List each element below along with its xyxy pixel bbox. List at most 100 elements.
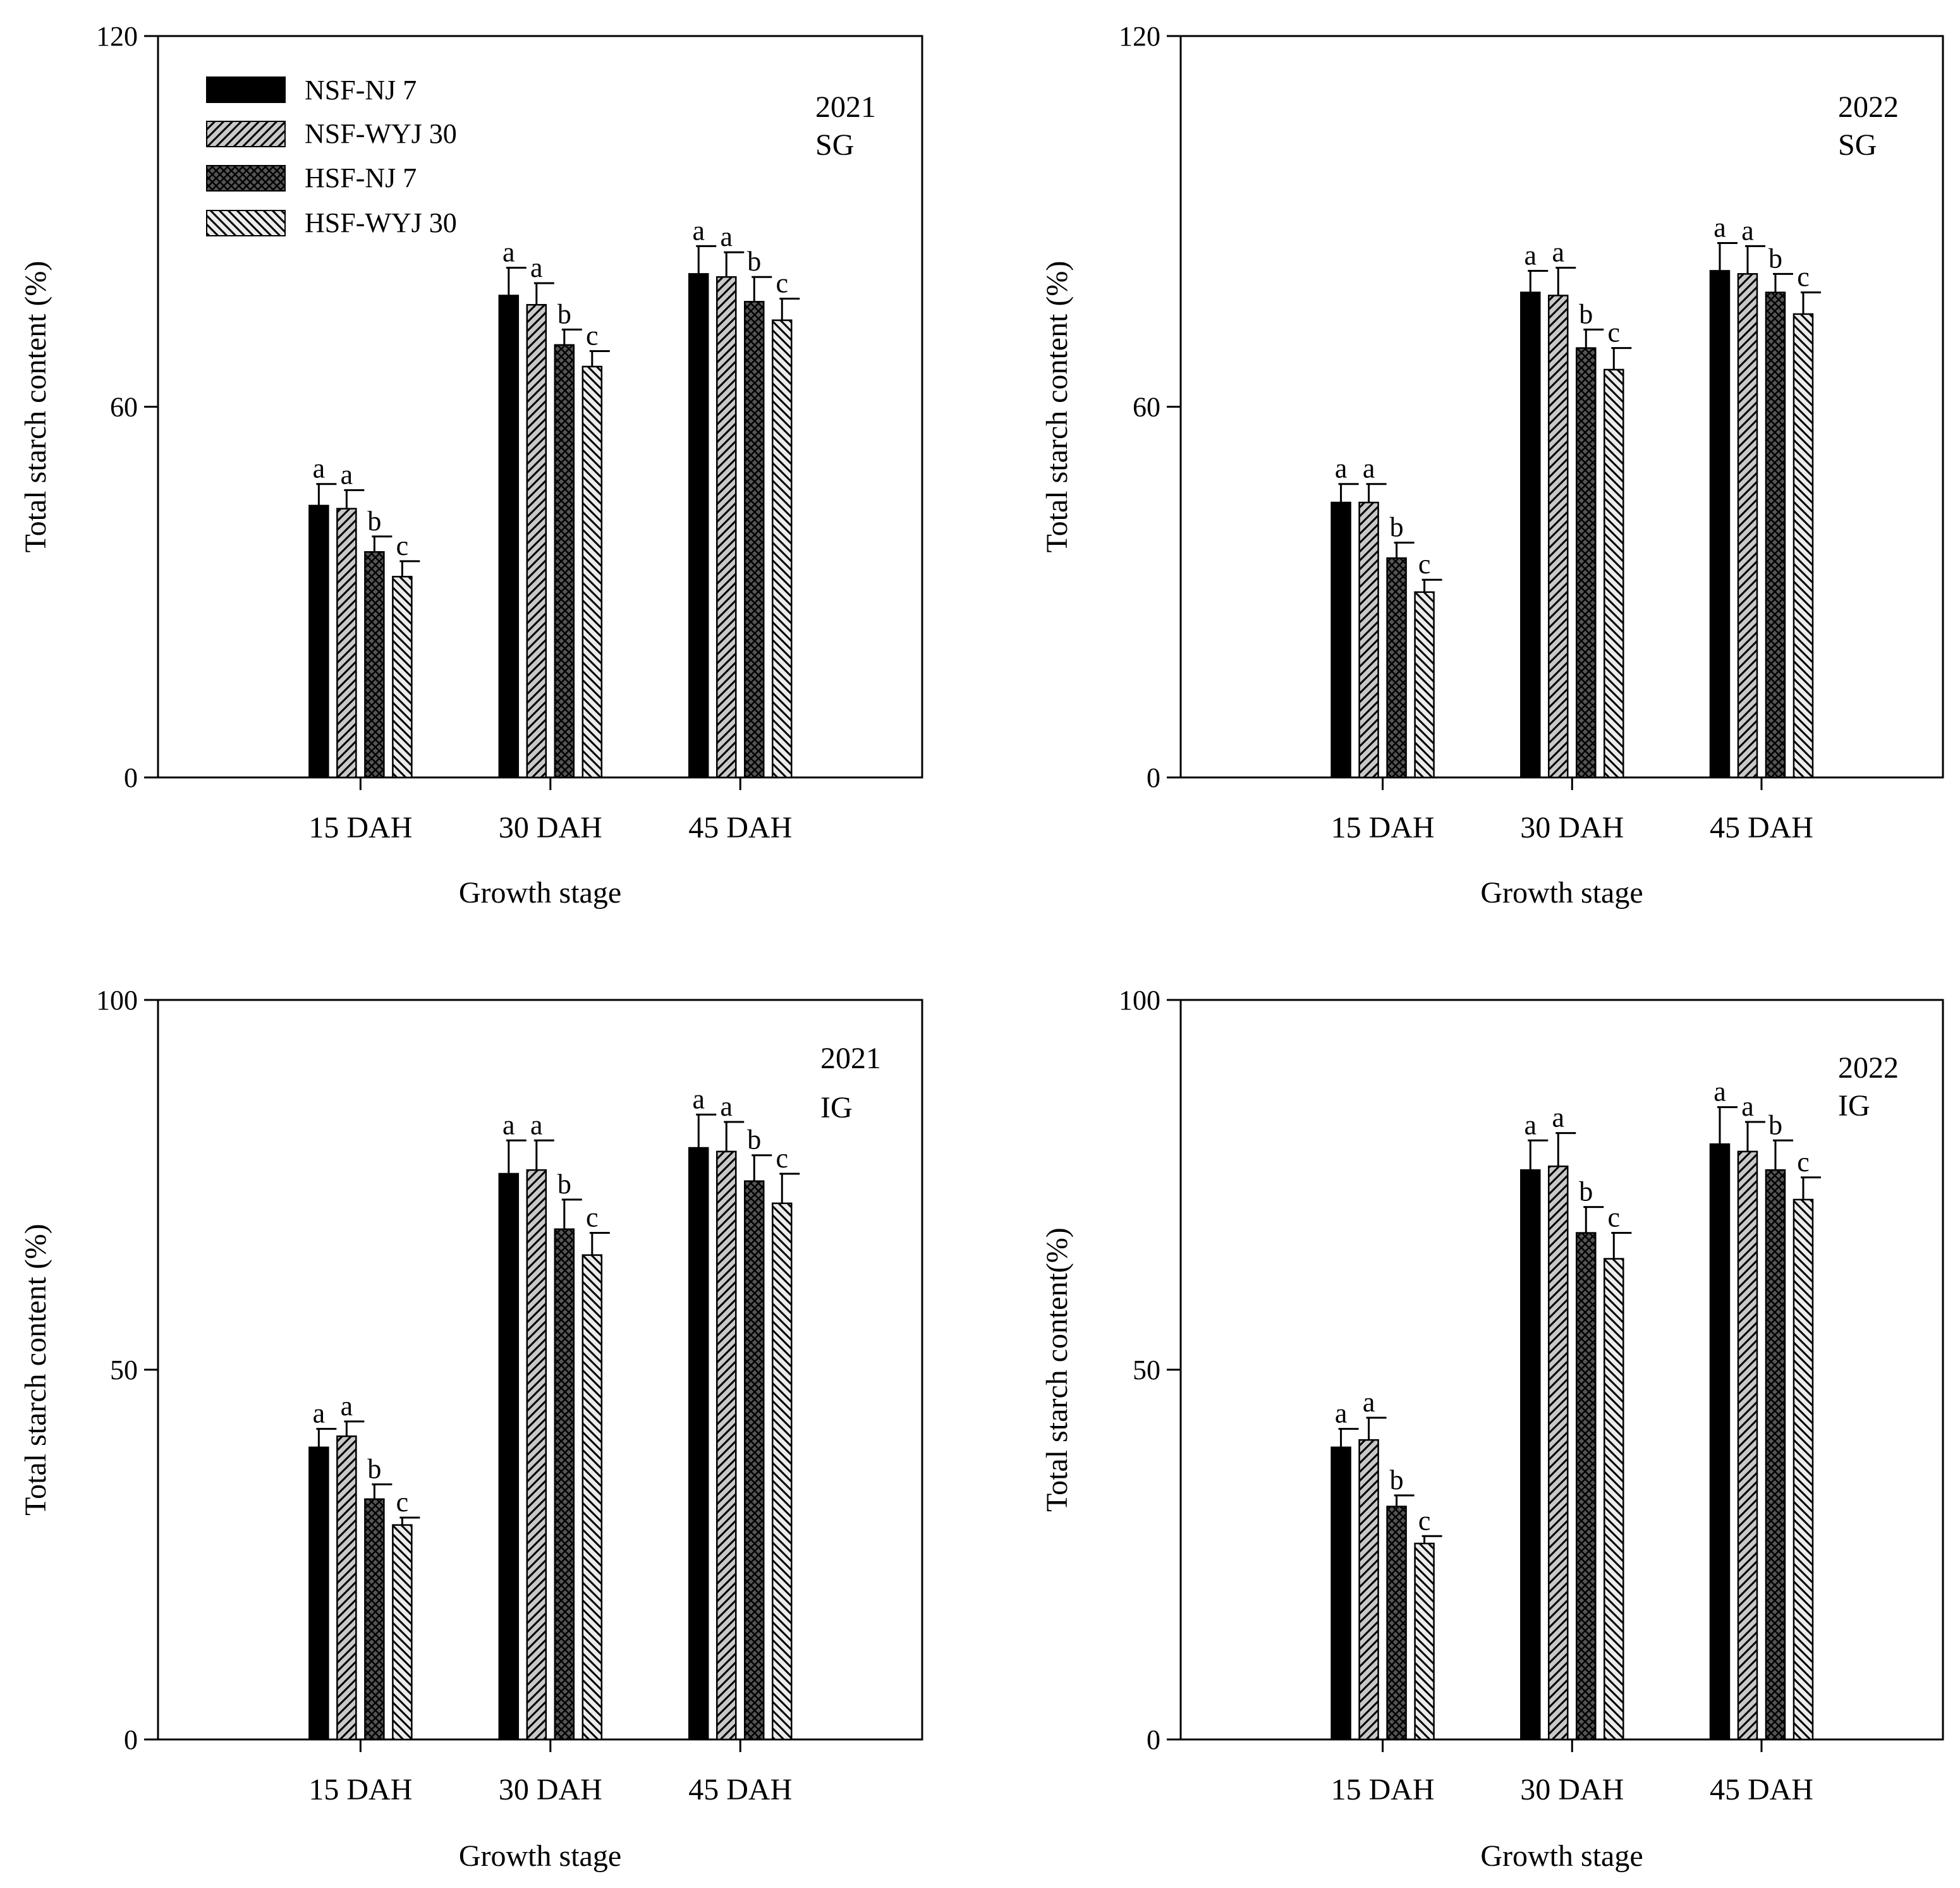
significance-letter: b <box>557 1169 571 1200</box>
y-tick-label: 0 <box>124 1724 138 1755</box>
bar-nsf-wyj-30-30-dah <box>526 303 547 779</box>
significance-letter: b <box>1768 243 1782 274</box>
significance-letter: c <box>776 1143 788 1174</box>
significance-letter: a <box>341 459 353 490</box>
bar-nsf-wyj-30-45-dah <box>1737 1150 1758 1741</box>
bar-nsf-nj-7-15-dah <box>308 1446 329 1741</box>
significance-letter: c <box>1418 1505 1431 1536</box>
x-tick-label: 45 DAH <box>688 811 792 844</box>
bar-hsf-nj-7-30-dah <box>554 344 575 779</box>
x-tick-label: 15 DAH <box>1331 1773 1435 1806</box>
x-tick-label: 45 DAH <box>1710 1773 1813 1806</box>
annotation-grain: SG <box>815 128 854 162</box>
bar-hsf-wyj-30-15-dah <box>392 1524 413 1741</box>
bar-nsf-wyj-30-45-dah <box>716 276 737 779</box>
legend-swatch-nsf-wyj30 <box>206 121 286 147</box>
annotation-grain: IG <box>820 1091 853 1124</box>
significance-letter: a <box>502 1109 515 1140</box>
bar-hsf-wyj-30-15-dah <box>1414 591 1435 779</box>
bar-nsf-wyj-30-15-dah <box>1358 501 1379 779</box>
significance-letter: a <box>1713 1076 1726 1107</box>
y-tick-label: 60 <box>110 392 138 423</box>
x-axis-title: Growth stage <box>459 876 621 910</box>
y-axis-title: Total starch content (%) <box>19 1224 52 1516</box>
significance-letter: a <box>692 1083 705 1114</box>
bar-nsf-nj-7-30-dah <box>498 1172 520 1741</box>
bar-hsf-wyj-30-45-dah <box>1793 1198 1814 1741</box>
bar-nsf-wyj-30-15-dah <box>336 508 357 779</box>
y-tick-label: 0 <box>124 762 138 793</box>
y-tick-label: 50 <box>1133 1355 1160 1386</box>
bar-hsf-wyj-30-45-dah <box>772 1202 793 1741</box>
bar-nsf-nj-7-30-dah <box>1520 291 1541 779</box>
bar-nsf-wyj-30-30-dah <box>1548 1166 1569 1741</box>
bar-hsf-nj-7-15-dah <box>1386 1506 1407 1741</box>
x-axis-title: Growth stage <box>1480 1839 1643 1873</box>
bar-nsf-nj-7-30-dah <box>1520 1169 1541 1741</box>
bar-hsf-wyj-30-30-dah <box>1604 368 1624 779</box>
x-tick-label: 30 DAH <box>1520 1773 1624 1806</box>
significance-letter: b <box>1390 512 1404 543</box>
significance-letter: c <box>1797 262 1810 293</box>
x-tick-label: 30 DAH <box>1520 811 1624 844</box>
significance-letter: a <box>1335 453 1348 484</box>
y-tick-label: 50 <box>110 1355 138 1386</box>
significance-letter: c <box>396 1487 409 1518</box>
significance-letter: a <box>313 453 326 484</box>
significance-letter: b <box>557 298 571 329</box>
x-tick-label: 30 DAH <box>499 1773 602 1806</box>
legend-label-nsf-nj7: NSF-NJ 7 <box>305 75 417 106</box>
significance-letter: a <box>1363 453 1375 484</box>
y-axis-title: Total starch content (%) <box>19 261 52 553</box>
annotation-grain: SG <box>1838 128 1877 162</box>
significance-letter: a <box>1552 237 1565 268</box>
significance-letter: a <box>1741 1091 1754 1122</box>
significance-letter: c <box>1608 317 1621 348</box>
legend-label-nsf-wyj30: NSF-WYJ 30 <box>305 118 457 149</box>
y-tick-label: 100 <box>96 985 138 1016</box>
bar-hsf-nj-7-15-dah <box>364 1498 385 1741</box>
significance-letter: b <box>1768 1109 1782 1140</box>
y-tick-label: 120 <box>1119 21 1160 52</box>
bar-hsf-nj-7-45-dah <box>744 1180 765 1741</box>
significance-letter: a <box>720 1091 733 1122</box>
legend: NSF-NJ 7 NSF-WYJ 30 HSF-NJ 7 HSF-WYJ 30 <box>206 75 457 238</box>
x-axis-title: Growth stage <box>459 1839 621 1873</box>
significance-letter: b <box>367 1453 381 1484</box>
significance-letter: a <box>1552 1102 1565 1133</box>
bar-hsf-nj-7-45-dah <box>1765 291 1786 779</box>
x-tick-label: 30 DAH <box>499 811 602 844</box>
y-tick-label: 100 <box>1119 985 1160 1016</box>
bar-hsf-wyj-30-15-dah <box>392 576 413 779</box>
significance-letter: a <box>1713 212 1726 243</box>
x-tick-label: 15 DAH <box>1331 811 1435 844</box>
y-axis-title: Total starch content(%) <box>1040 1227 1074 1512</box>
bar-nsf-nj-7-45-dah <box>688 1147 709 1741</box>
bar-nsf-nj-7-15-dah <box>308 504 329 779</box>
bar-nsf-nj-7-30-dah <box>498 295 520 779</box>
bar-nsf-nj-7-15-dah <box>1330 501 1351 779</box>
legend-swatch-hsf-wyj30 <box>206 210 286 236</box>
significance-letter: c <box>586 1202 599 1233</box>
x-tick-label: 45 DAH <box>1710 811 1813 844</box>
x-tick-label: 15 DAH <box>308 1773 412 1806</box>
legend-swatch-nsf-nj7 <box>206 76 286 103</box>
y-tick-label: 120 <box>96 21 138 52</box>
significance-letter: c <box>1608 1202 1621 1233</box>
significance-letter: a <box>1525 240 1537 271</box>
significance-letter: a <box>720 221 733 252</box>
bar-hsf-nj-7-30-dah <box>1576 347 1597 779</box>
y-axis-title: Total starch content (%) <box>1040 261 1074 553</box>
significance-letter: b <box>747 1124 761 1155</box>
significance-letter: a <box>313 1398 326 1429</box>
significance-letter: a <box>341 1391 353 1422</box>
bar-hsf-wyj-30-45-dah <box>772 319 793 779</box>
bar-nsf-nj-7-15-dah <box>1330 1446 1351 1741</box>
bar-hsf-nj-7-15-dah <box>364 551 385 779</box>
annotation-year: 2022 <box>1838 1051 1899 1085</box>
bar-nsf-wyj-30-15-dah <box>336 1435 357 1741</box>
